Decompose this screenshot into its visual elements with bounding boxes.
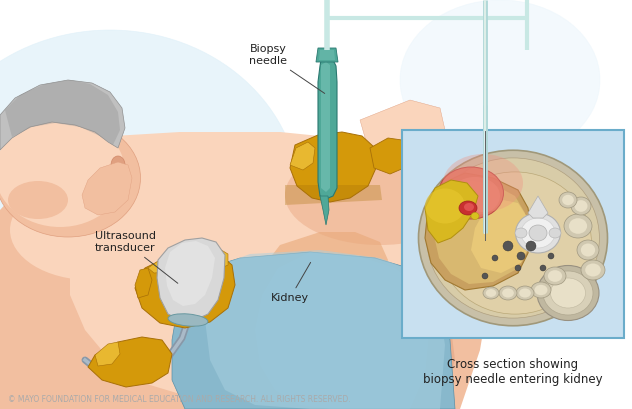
Polygon shape: [0, 80, 125, 150]
Ellipse shape: [529, 225, 547, 241]
Ellipse shape: [548, 253, 554, 259]
Polygon shape: [255, 252, 430, 409]
Ellipse shape: [439, 167, 504, 219]
Polygon shape: [148, 252, 182, 273]
Ellipse shape: [562, 195, 574, 205]
Polygon shape: [5, 80, 120, 145]
Polygon shape: [200, 248, 228, 270]
Polygon shape: [290, 132, 376, 202]
Polygon shape: [165, 241, 215, 306]
Polygon shape: [320, 196, 329, 225]
Text: Ultrasound
transducer: Ultrasound transducer: [95, 231, 178, 283]
Polygon shape: [360, 100, 445, 150]
Ellipse shape: [471, 213, 479, 220]
Ellipse shape: [540, 265, 546, 271]
Ellipse shape: [111, 156, 125, 174]
Polygon shape: [528, 196, 548, 218]
Ellipse shape: [574, 200, 588, 212]
Ellipse shape: [543, 271, 593, 315]
Ellipse shape: [564, 214, 592, 238]
Ellipse shape: [548, 270, 562, 282]
Ellipse shape: [526, 241, 536, 251]
Text: Biopsy
needle: Biopsy needle: [249, 44, 325, 93]
Polygon shape: [321, 62, 330, 192]
Polygon shape: [270, 232, 388, 295]
Polygon shape: [319, 50, 335, 60]
Ellipse shape: [535, 285, 547, 295]
Polygon shape: [135, 268, 152, 298]
Ellipse shape: [581, 243, 595, 256]
Ellipse shape: [577, 240, 599, 260]
Ellipse shape: [482, 273, 488, 279]
Polygon shape: [88, 337, 172, 387]
Ellipse shape: [571, 197, 591, 215]
Ellipse shape: [8, 181, 68, 219]
Polygon shape: [157, 238, 225, 320]
Ellipse shape: [439, 172, 592, 314]
Polygon shape: [316, 48, 338, 62]
Polygon shape: [0, 130, 490, 409]
Text: © MAYO FOUNDATION FOR MEDICAL EDUCATION AND RESEARCH. ALL RIGHTS RESERVED.: © MAYO FOUNDATION FOR MEDICAL EDUCATION …: [8, 395, 351, 404]
Ellipse shape: [464, 203, 474, 211]
Polygon shape: [95, 342, 120, 366]
Ellipse shape: [0, 117, 125, 227]
Polygon shape: [135, 250, 235, 328]
Ellipse shape: [450, 177, 500, 215]
Ellipse shape: [425, 189, 465, 223]
Polygon shape: [172, 252, 455, 409]
Ellipse shape: [585, 263, 601, 276]
Ellipse shape: [515, 265, 521, 271]
Polygon shape: [185, 262, 455, 409]
Ellipse shape: [569, 218, 587, 234]
Ellipse shape: [486, 289, 496, 297]
Text: Kidney: Kidney: [271, 263, 310, 303]
Ellipse shape: [400, 0, 600, 160]
Ellipse shape: [537, 265, 599, 321]
Text: Cross section showing
biopsy needle entering kidney: Cross section showing biopsy needle ente…: [423, 358, 603, 386]
Polygon shape: [70, 132, 480, 409]
Ellipse shape: [0, 119, 140, 237]
Polygon shape: [425, 180, 478, 243]
Ellipse shape: [502, 288, 514, 298]
Ellipse shape: [492, 255, 498, 261]
Ellipse shape: [499, 286, 517, 300]
Polygon shape: [435, 180, 527, 284]
Polygon shape: [318, 60, 337, 199]
Ellipse shape: [459, 201, 477, 215]
Ellipse shape: [550, 278, 585, 308]
Ellipse shape: [581, 260, 605, 280]
Ellipse shape: [503, 241, 513, 251]
Ellipse shape: [483, 287, 499, 299]
Ellipse shape: [517, 252, 525, 260]
Polygon shape: [290, 142, 315, 170]
Ellipse shape: [285, 145, 475, 245]
Ellipse shape: [549, 228, 561, 238]
Ellipse shape: [10, 180, 170, 280]
FancyBboxPatch shape: [402, 130, 624, 338]
Polygon shape: [285, 185, 382, 205]
Polygon shape: [82, 162, 132, 215]
Ellipse shape: [0, 30, 300, 370]
Polygon shape: [425, 173, 531, 290]
Ellipse shape: [531, 282, 551, 298]
Ellipse shape: [516, 213, 561, 253]
Polygon shape: [205, 250, 445, 409]
Ellipse shape: [427, 158, 599, 318]
Polygon shape: [471, 198, 531, 273]
Polygon shape: [370, 138, 408, 174]
Ellipse shape: [443, 154, 523, 212]
Ellipse shape: [516, 286, 534, 300]
Ellipse shape: [519, 288, 531, 298]
Ellipse shape: [515, 228, 527, 238]
Ellipse shape: [521, 218, 555, 248]
Ellipse shape: [168, 314, 208, 326]
Ellipse shape: [418, 150, 607, 326]
Ellipse shape: [559, 192, 577, 208]
Ellipse shape: [544, 267, 566, 285]
